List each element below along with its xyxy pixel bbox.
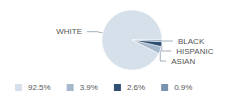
svg-text:3.9%: 3.9% (80, 83, 98, 92)
svg-text:HISPANIC: HISPANIC (176, 47, 213, 56)
svg-text:BLACK: BLACK (178, 37, 205, 46)
svg-text:WHITE: WHITE (56, 27, 82, 36)
svg-text:ASIAN: ASIAN (171, 57, 195, 66)
svg-text:92.5%: 92.5% (28, 83, 51, 92)
svg-text:2.6%: 2.6% (127, 83, 145, 92)
svg-text:0.9%: 0.9% (174, 83, 192, 92)
